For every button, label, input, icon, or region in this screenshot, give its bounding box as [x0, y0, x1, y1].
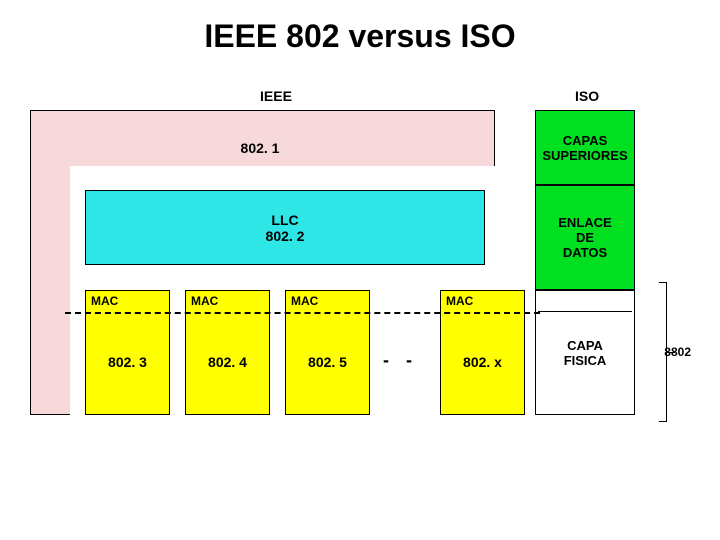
mac-label-3: MAC [446, 294, 473, 308]
mac-label-1: MAC [191, 294, 218, 308]
llc-box: LLC 802. 2 [85, 190, 485, 265]
iso-physical: CAPAFISICA [535, 290, 635, 415]
mac-box-1: MAC 802. 4 [185, 290, 270, 415]
label-802-1: 802. 1 [30, 140, 490, 156]
iso-upper-label: CAPASSUPERIORES [542, 133, 627, 163]
page-title: IEEE 802 versus ISO [0, 18, 720, 55]
mac-box-0: MAC 802. 3 [85, 290, 170, 415]
mac-num-2: 802. 5 [286, 354, 369, 370]
iso-upper: CAPASSUPERIORES [535, 110, 635, 185]
mac-label-2: MAC [291, 294, 318, 308]
bracket-8802: 8802 [640, 282, 685, 422]
mac-dots: - - [383, 350, 418, 371]
header-iso: ISO [575, 88, 599, 104]
mac-box-3: MAC 802. x [440, 290, 525, 415]
mac-num-0: 802. 3 [86, 354, 169, 370]
mac-label-0: MAC [91, 294, 118, 308]
mac-num-3: 802. x [441, 354, 524, 370]
diagram-container: IEEE ISO 802. 1 LLC 802. 2 MAC 802. 3 MA… [30, 110, 690, 430]
header-ieee: IEEE [260, 88, 292, 104]
label-8802: 8802 [664, 345, 691, 359]
iso-column: CAPASSUPERIORES ENLACEDEDATOS CAPAFISICA [535, 110, 635, 415]
mac-box-2: MAC 802. 5 [285, 290, 370, 415]
dashed-divider [65, 312, 540, 314]
llc-line2: 802. 2 [266, 228, 305, 244]
llc-line1: LLC [271, 212, 298, 228]
mac-num-1: 802. 4 [186, 354, 269, 370]
iso-datalink: ENLACEDEDATOS [535, 185, 635, 290]
iso-phy-topline [538, 311, 632, 312]
iso-dl-label: ENLACEDEDATOS [552, 215, 617, 260]
mac-row: MAC 802. 3 MAC 802. 4 MAC 802. 5 - - MAC… [85, 290, 530, 415]
iso-phy-label: CAPAFISICA [558, 338, 613, 368]
bracket-bot-tick [659, 421, 667, 422]
bracket-top-tick [659, 282, 667, 283]
